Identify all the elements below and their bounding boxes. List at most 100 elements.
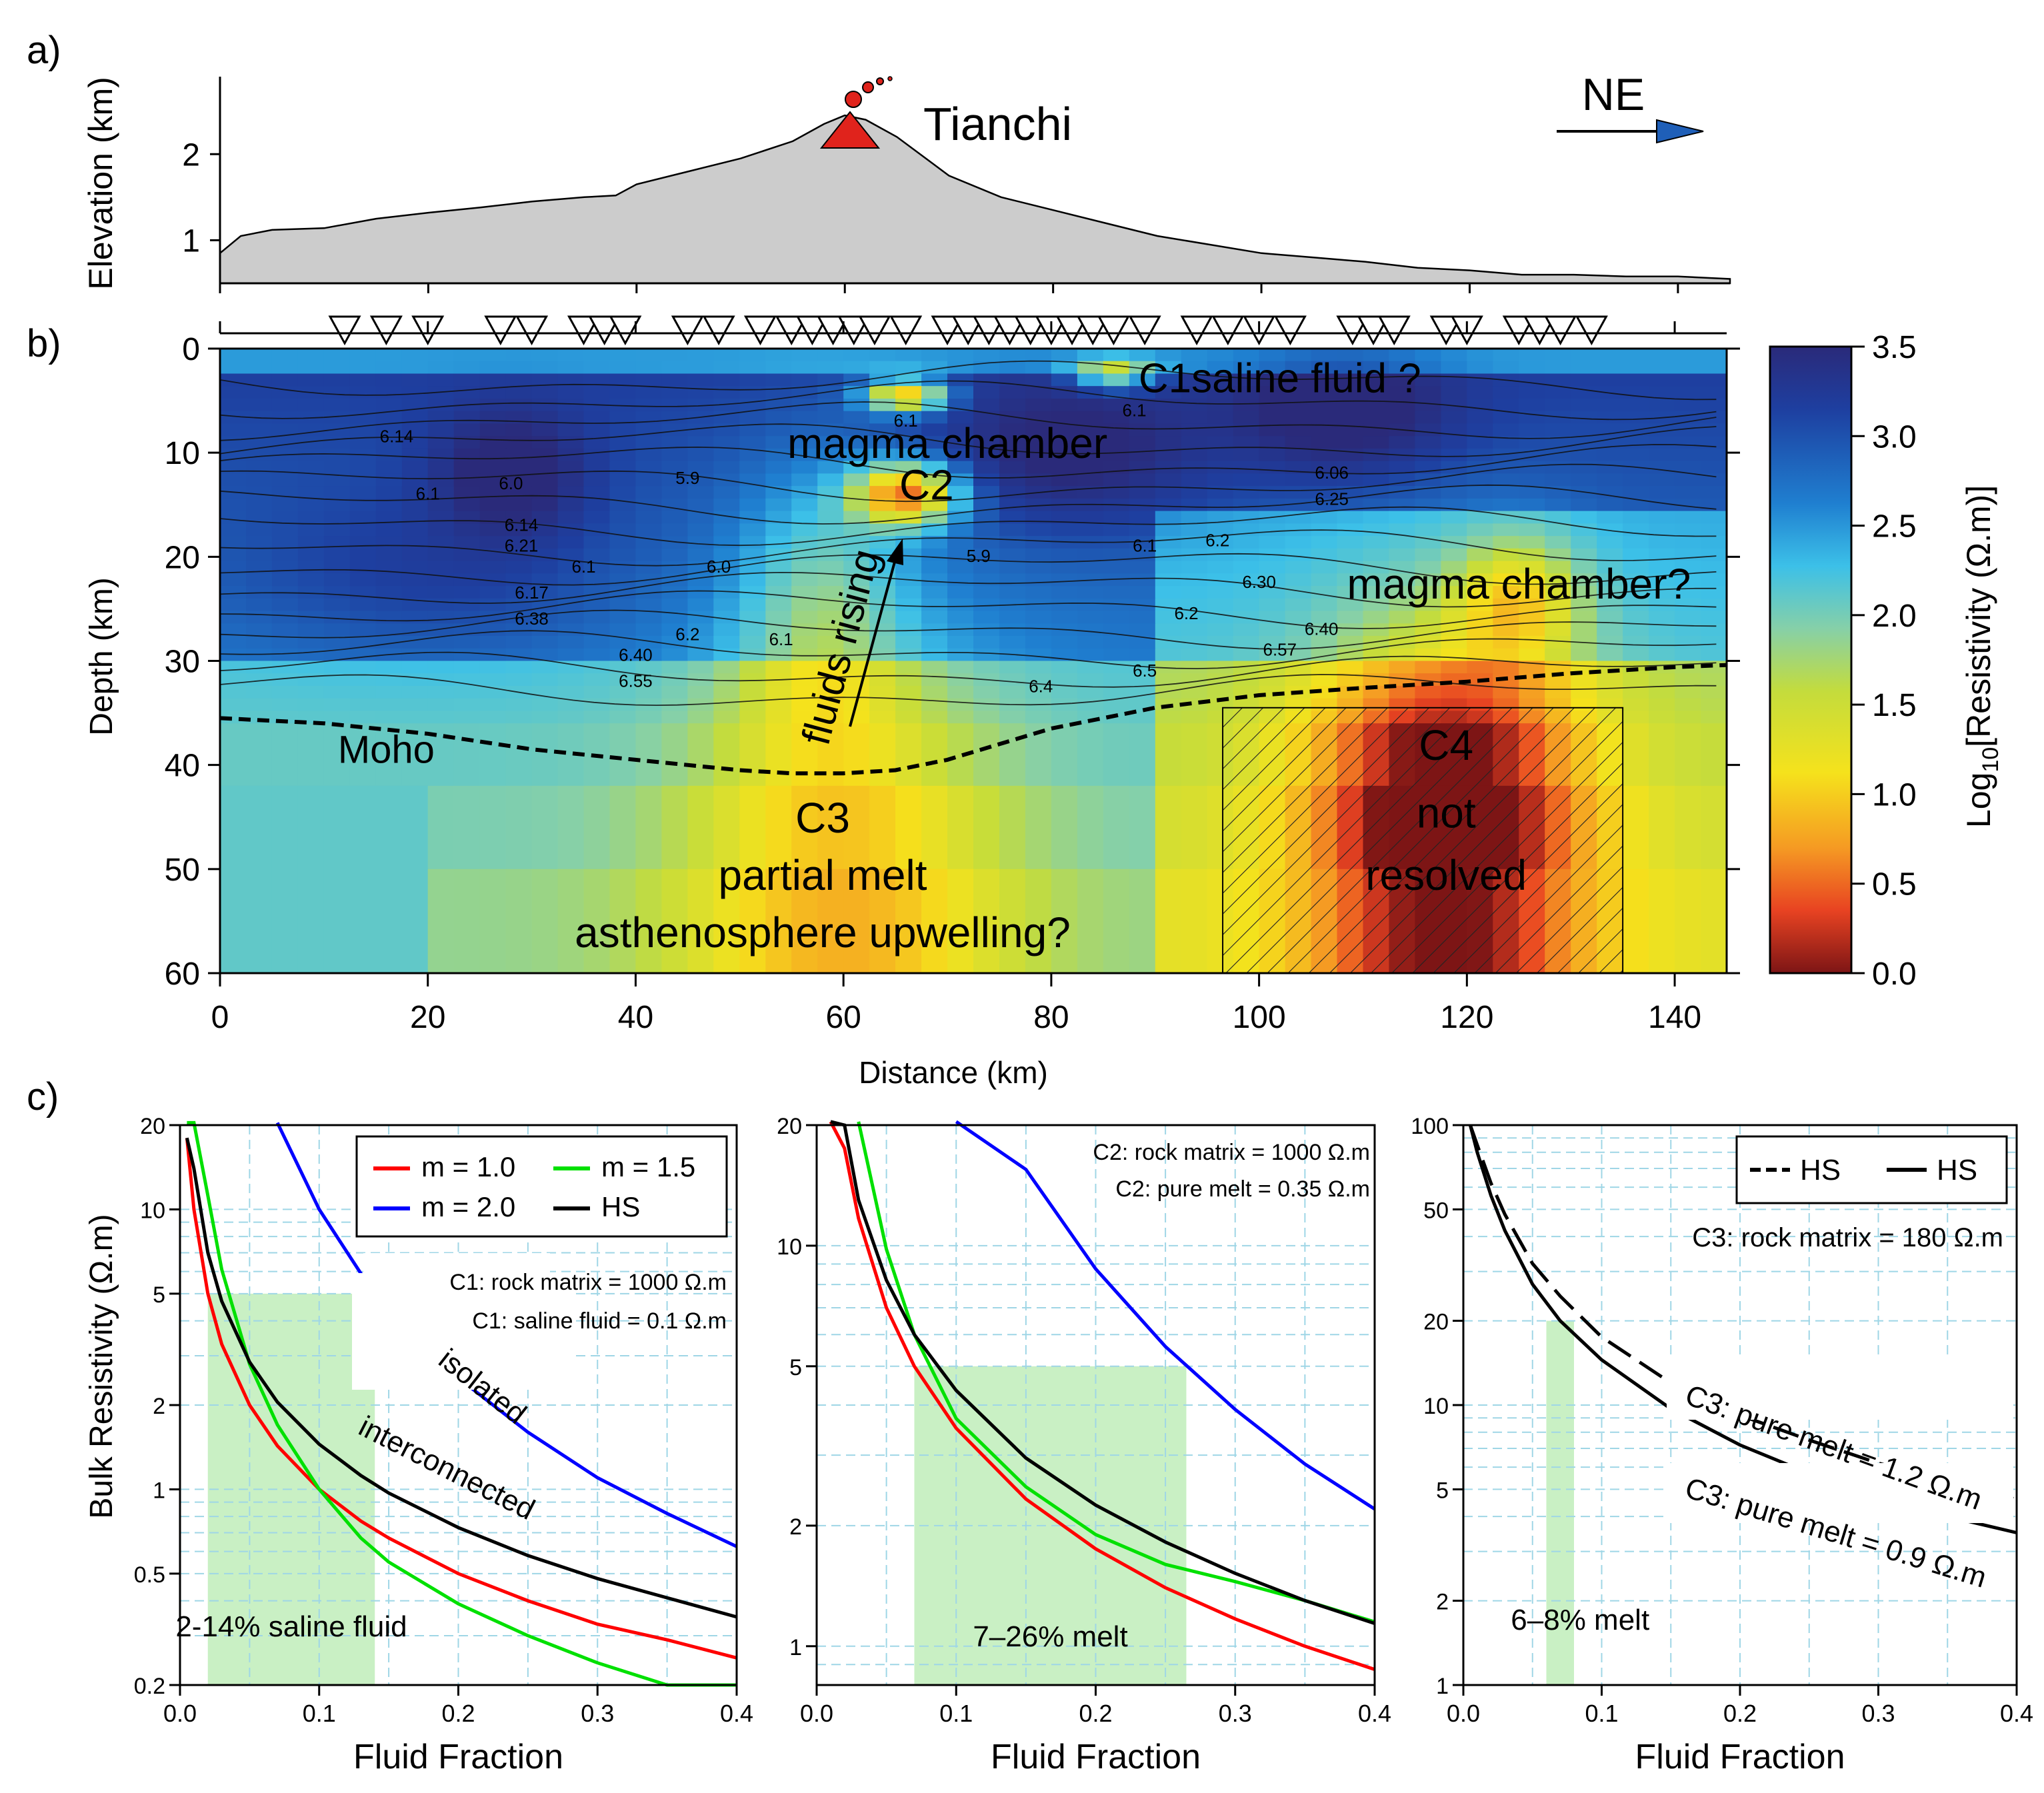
heatmap-cell	[1207, 561, 1234, 575]
heatmap-cell	[323, 511, 351, 525]
heatmap-cell	[765, 869, 793, 973]
heatmap-cell	[1441, 411, 1468, 425]
heatmap-cell	[297, 723, 325, 787]
legend-label: HS	[1800, 1154, 1841, 1186]
heatmap-cell	[349, 386, 377, 399]
heatmap-cell	[1493, 349, 1520, 362]
heatmap-cell	[531, 636, 559, 649]
heatmap-cell	[999, 586, 1026, 599]
heatmap-cell	[1545, 399, 1572, 412]
heatmap-cell	[583, 511, 611, 525]
heatmap-cell	[661, 448, 689, 462]
heatmap-cell	[713, 399, 741, 412]
heatmap-cell	[843, 399, 871, 412]
heatmap-cell	[1077, 523, 1104, 537]
heatmap-cell	[1467, 399, 1494, 412]
heatmap-cell	[375, 386, 403, 399]
heatmap-cell	[843, 361, 871, 375]
heatmap-cell	[1701, 523, 1727, 537]
velocity-label: 6.1	[769, 629, 793, 649]
heatmap-cell	[557, 373, 585, 387]
heatmap-cell	[739, 648, 767, 662]
heatmap-cell	[609, 686, 637, 699]
velocity-contour	[220, 401, 1717, 441]
heatmap-cell	[1519, 349, 1546, 362]
heatmap-cell	[1415, 361, 1442, 375]
heatmap-cell	[1311, 411, 1338, 425]
heatmap-cell	[1181, 349, 1208, 362]
heatmap-cell	[687, 598, 715, 612]
heatmap-cell	[427, 661, 455, 675]
heatmap-cell	[1441, 636, 1468, 649]
heatmap-cell	[1103, 373, 1130, 387]
heatmap-cell	[1675, 869, 1702, 973]
heatmap-cell	[713, 386, 741, 399]
heatmap-cell	[349, 673, 377, 687]
heatmap-cell	[1285, 586, 1312, 599]
y-tick-label: 0.2	[134, 1674, 165, 1699]
heatmap-cell	[1701, 461, 1727, 475]
station-marker	[484, 315, 517, 346]
heatmap-cell	[1493, 498, 1520, 512]
x-tick-label: 0.3	[1219, 1700, 1252, 1727]
heatmap-cell	[1337, 461, 1364, 475]
heatmap-cell	[1285, 611, 1312, 625]
heatmap-cell	[1233, 611, 1260, 625]
heatmap-cell	[1337, 598, 1364, 612]
heatmap-cell	[323, 623, 351, 637]
heatmap-cell	[323, 349, 351, 362]
panel-a-y-tick-label: 2	[182, 137, 200, 173]
heatmap-cell	[843, 411, 871, 425]
heatmap-cell	[1337, 411, 1364, 425]
heatmap-cell	[999, 573, 1026, 587]
heatmap-cell	[1415, 561, 1442, 575]
heatmap-cell	[1285, 486, 1312, 499]
heatmap-cell	[973, 661, 1000, 675]
heatmap-cell	[661, 349, 689, 362]
heatmap-cell	[1675, 698, 1702, 712]
heatmap-cell	[687, 723, 715, 787]
heatmap-cell	[1519, 611, 1546, 625]
velocity-label: 6.2	[1174, 603, 1198, 623]
heatmap-cell	[1623, 373, 1650, 387]
heatmap-cell	[1181, 473, 1208, 487]
heatmap-cell	[531, 361, 559, 375]
heatmap-cell	[1467, 573, 1494, 587]
heatmap-cell	[323, 411, 351, 425]
heatmap-cell	[1337, 523, 1364, 537]
heatmap-cell	[1701, 785, 1727, 870]
heatmap-cell	[1337, 573, 1364, 587]
heatmap-cell	[999, 686, 1026, 699]
heatmap-cell	[1623, 673, 1650, 687]
heatmap-cell	[349, 436, 377, 449]
heatmap-cell	[1051, 461, 1078, 475]
heatmap-cell	[1519, 436, 1546, 449]
heatmap-cell	[1129, 361, 1156, 375]
heatmap-cell	[1493, 661, 1520, 675]
station-marker	[609, 315, 642, 346]
heatmap-cell	[583, 698, 611, 712]
heatmap-cell	[999, 611, 1026, 625]
heatmap-cell	[999, 785, 1026, 870]
heatmap-cell	[947, 623, 974, 637]
heatmap-cell	[1155, 561, 1182, 575]
heatmap-cell	[1649, 661, 1676, 675]
heatmap-cell	[609, 349, 637, 362]
heatmap-cell	[999, 561, 1026, 575]
heatmap-cell	[1077, 598, 1104, 612]
heatmap-cell	[765, 636, 793, 649]
heatmap-cell	[1441, 436, 1468, 449]
y-tick-label: 1	[789, 1635, 802, 1660]
heatmap-cell	[557, 561, 585, 575]
heatmap-cell	[1675, 349, 1702, 362]
heatmap-cell	[1077, 623, 1104, 637]
heatmap-cell	[1181, 611, 1208, 625]
heatmap-cell	[765, 623, 793, 637]
x-tick-label: 0.0	[800, 1700, 833, 1727]
heatmap-cell	[1103, 573, 1130, 587]
heatmap-cell	[1493, 511, 1520, 525]
heatmap-cell	[1623, 869, 1650, 973]
heatmap-cell	[375, 536, 403, 549]
heatmap-cell	[1415, 548, 1442, 562]
heatmap-cell	[220, 573, 247, 587]
